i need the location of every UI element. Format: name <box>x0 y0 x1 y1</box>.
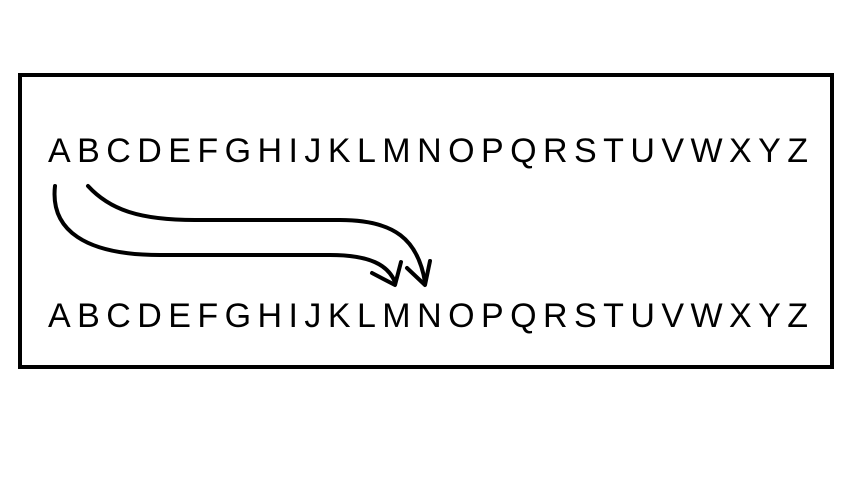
plain-letter-o: O <box>448 132 475 170</box>
cipher-letter-h: H <box>257 297 283 335</box>
plain-letter-y: Y <box>758 132 781 170</box>
cipher-letter-b: B <box>77 297 100 335</box>
plain-letter-g: G <box>224 132 252 170</box>
plain-letter-m: M <box>382 132 411 170</box>
cipher-letter-r: R <box>542 297 568 335</box>
cipher-letter-s: S <box>573 297 597 335</box>
plain-letter-b: B <box>77 132 100 170</box>
cipher-letter-p: P <box>480 297 504 335</box>
cipher-letter-j: J <box>304 297 322 335</box>
plain-letter-l: L <box>356 132 376 170</box>
cipher-letter-w: W <box>690 297 723 335</box>
plain-letter-v: V <box>661 132 684 170</box>
plain-letter-k: K <box>327 132 351 170</box>
plain-letter-u: U <box>630 132 655 170</box>
plain-letter-f: F <box>197 132 219 170</box>
cipher-letter-f: F <box>197 297 219 335</box>
cipher-letter-l: L <box>356 297 376 335</box>
cipher-letter-x: X <box>728 297 752 335</box>
plain-letter-a: A <box>48 132 71 170</box>
cipher-letter-q: Q <box>510 297 537 335</box>
plain-letter-j: J <box>304 132 322 170</box>
cipher-letter-k: K <box>327 297 351 335</box>
plain-letter-p: P <box>480 132 504 170</box>
cipher-letter-d: D <box>137 297 162 335</box>
plain-letter-i: I <box>288 132 298 170</box>
plain-letter-x: X <box>728 132 752 170</box>
cipher-letter-e: E <box>168 297 191 335</box>
plain-letter-d: D <box>137 132 162 170</box>
cipher-letter-a: A <box>48 297 71 335</box>
plain-letter-s: S <box>573 132 597 170</box>
plain-letter-e: E <box>168 132 191 170</box>
cipher-letter-u: U <box>630 297 655 335</box>
diagram-frame <box>18 73 834 369</box>
cipher-letter-g: G <box>224 297 252 335</box>
cipher-letter-o: O <box>448 297 475 335</box>
plain-letter-t: T <box>603 132 624 170</box>
cipher-letter-i: I <box>288 297 298 335</box>
cipher-letter-y: Y <box>758 297 781 335</box>
plain-letter-q: Q <box>510 132 537 170</box>
plain-letter-c: C <box>106 132 131 170</box>
plain-letter-n: N <box>417 132 442 170</box>
cipher-letter-m: M <box>382 297 411 335</box>
cipher-letter-t: T <box>603 297 624 335</box>
cipher-letter-c: C <box>106 297 131 335</box>
plain-letter-w: W <box>690 132 723 170</box>
cipher-letter-n: N <box>417 297 442 335</box>
cipher-letter-v: V <box>661 297 684 335</box>
plain-letter-h: H <box>257 132 283 170</box>
cipher-letter-z: Z <box>787 297 808 335</box>
plain-letter-z: Z <box>787 132 808 170</box>
plain-letter-r: R <box>542 132 568 170</box>
